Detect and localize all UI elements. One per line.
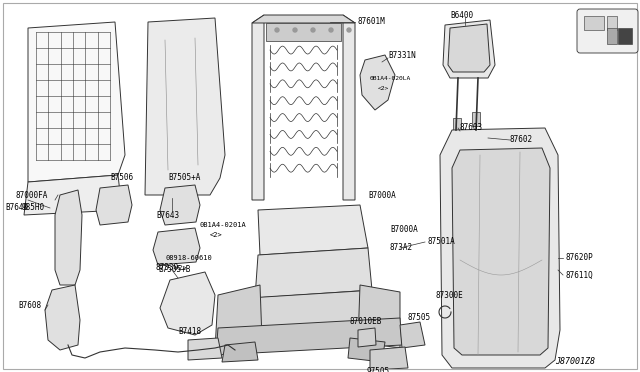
Circle shape — [293, 28, 297, 32]
Polygon shape — [153, 228, 200, 265]
Bar — [607, 16, 617, 30]
Polygon shape — [160, 272, 215, 335]
Text: <2>: <2> — [175, 265, 188, 271]
Polygon shape — [343, 15, 355, 200]
Text: B7000A: B7000A — [368, 190, 396, 199]
Text: B7640: B7640 — [5, 203, 28, 212]
Text: B7000A: B7000A — [390, 225, 418, 234]
Polygon shape — [348, 338, 385, 362]
Polygon shape — [28, 22, 125, 182]
Polygon shape — [358, 328, 376, 347]
Circle shape — [275, 28, 279, 32]
Polygon shape — [188, 338, 222, 360]
Text: 08918-60610: 08918-60610 — [165, 255, 212, 261]
Text: 985H0: 985H0 — [22, 202, 45, 212]
Polygon shape — [215, 285, 262, 350]
Text: 87505: 87505 — [408, 314, 431, 323]
Polygon shape — [255, 248, 372, 298]
Polygon shape — [440, 128, 560, 368]
Polygon shape — [358, 285, 400, 348]
Polygon shape — [452, 148, 550, 355]
Text: B6400: B6400 — [450, 10, 473, 19]
Text: <2>: <2> — [210, 232, 223, 238]
Text: 87601M: 87601M — [357, 17, 385, 26]
Text: <2>: <2> — [378, 86, 389, 90]
Text: 87501A: 87501A — [428, 237, 456, 247]
Polygon shape — [252, 15, 264, 200]
Polygon shape — [370, 347, 408, 370]
Polygon shape — [222, 342, 258, 362]
Bar — [453, 118, 461, 130]
FancyBboxPatch shape — [577, 9, 638, 53]
Text: B7505+A: B7505+A — [168, 173, 200, 183]
Polygon shape — [252, 15, 355, 23]
Text: 87330: 87330 — [155, 263, 178, 273]
Text: 87300E: 87300E — [435, 291, 463, 299]
Bar — [607, 28, 617, 44]
Bar — [266, 23, 341, 41]
Text: 87603: 87603 — [460, 124, 483, 132]
Text: 87010EB: 87010EB — [350, 317, 382, 327]
Circle shape — [311, 28, 315, 32]
Polygon shape — [55, 190, 82, 285]
Text: 97505: 97505 — [367, 368, 390, 372]
Circle shape — [329, 28, 333, 32]
Text: 87620P: 87620P — [565, 253, 593, 263]
Polygon shape — [360, 55, 395, 110]
Bar — [472, 112, 480, 126]
Circle shape — [347, 28, 351, 32]
Polygon shape — [160, 185, 200, 225]
Polygon shape — [258, 205, 368, 255]
Text: 87000FA: 87000FA — [15, 190, 47, 199]
Bar — [584, 16, 604, 30]
Text: 87611Q: 87611Q — [565, 270, 593, 279]
Text: 0B1A4-0201A: 0B1A4-0201A — [200, 222, 247, 228]
Polygon shape — [216, 318, 402, 355]
Polygon shape — [245, 290, 378, 328]
Text: B7608: B7608 — [18, 301, 41, 310]
Polygon shape — [145, 18, 225, 195]
Text: 87602: 87602 — [510, 135, 533, 144]
Polygon shape — [400, 322, 425, 348]
Text: 0B1A4-020LA: 0B1A4-020LA — [370, 76, 412, 80]
Bar — [618, 28, 632, 44]
Text: 873A2: 873A2 — [390, 244, 413, 253]
Text: B7418: B7418 — [178, 327, 201, 337]
Text: B7506: B7506 — [110, 173, 133, 183]
Polygon shape — [96, 185, 132, 225]
Text: B7505+B: B7505+B — [158, 266, 190, 275]
Polygon shape — [45, 285, 80, 350]
Text: J87001Z8: J87001Z8 — [555, 357, 595, 366]
Text: B7643: B7643 — [156, 211, 180, 219]
Polygon shape — [443, 20, 495, 78]
Polygon shape — [24, 175, 122, 215]
Polygon shape — [448, 24, 490, 72]
Text: B7331N: B7331N — [388, 51, 416, 60]
